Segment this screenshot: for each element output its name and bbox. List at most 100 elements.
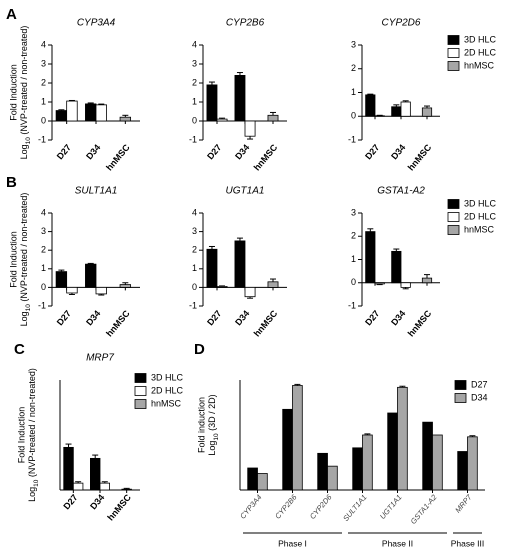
y-tick-label: 2 <box>192 245 197 255</box>
y-tick-label: -1 <box>348 300 356 310</box>
legend-swatch <box>447 225 460 235</box>
y-axis-label: Fold Induction <box>8 231 18 288</box>
x-tick-label: SULT1A1 <box>341 493 368 523</box>
bar <box>352 447 363 491</box>
bar <box>206 248 218 288</box>
legend-label: 2D HLC <box>464 47 497 57</box>
error-bar <box>270 278 276 282</box>
chart-title: CYP2D6 <box>382 18 421 29</box>
chart-title: GSTA1-A2 <box>377 186 425 197</box>
error-bar <box>122 114 129 118</box>
bar <box>247 467 258 491</box>
x-tick-label: D34 <box>233 308 251 327</box>
x-tick-label: GSTA1-A2 <box>409 492 439 526</box>
bar <box>457 451 468 491</box>
y-axis-label: Log10 (NVP-treated / non-treated) <box>19 26 32 160</box>
x-tick-label: D34 <box>389 308 407 327</box>
bar <box>467 436 478 491</box>
error-bar <box>92 454 99 459</box>
chart-title: SULT1A1 <box>75 186 118 197</box>
y-axis-label: Fold Induction <box>16 407 26 464</box>
error-bar <box>208 245 215 250</box>
bar <box>216 118 228 122</box>
bar <box>234 75 246 122</box>
y-axis-label-part: Log <box>19 311 29 326</box>
chart-title: MRP7 <box>86 353 114 364</box>
error-bar <box>469 435 476 437</box>
bar <box>422 421 433 491</box>
error-bar <box>68 99 75 102</box>
bar <box>397 386 408 491</box>
legend-swatch <box>447 35 460 45</box>
error-bar <box>87 262 94 265</box>
x-tick-label: hnMSC <box>406 142 434 173</box>
legend-label: 3D HLC <box>464 34 497 44</box>
bar <box>400 282 411 288</box>
bar <box>121 488 132 491</box>
bar <box>365 94 376 117</box>
y-axis-label-part: 10 <box>33 479 40 487</box>
panel-label: B <box>6 174 17 191</box>
error-bar <box>393 104 400 107</box>
legend-label: 2D HLC <box>464 211 497 221</box>
y-tick-label: -1 <box>38 134 46 144</box>
bar <box>374 282 385 285</box>
x-tick-label: UGT1A1 <box>378 493 404 521</box>
y-tick-label: 3 <box>351 39 356 49</box>
bar <box>387 412 398 491</box>
error-bar <box>208 81 215 85</box>
x-tick-label: D34 <box>88 492 106 511</box>
y-axis-label: Fold induction <box>196 397 206 453</box>
y-axis-label: Log10 (NVP-treated / non-treated) <box>27 368 40 502</box>
x-tick-label: D27 <box>363 308 381 327</box>
error-bar <box>367 93 374 95</box>
bar <box>432 434 443 491</box>
bar <box>234 240 246 288</box>
error-bar <box>101 481 108 484</box>
y-axis-label-part: Log <box>19 144 29 159</box>
legend-swatch <box>454 380 467 390</box>
legend-label: 2D HLC <box>151 385 184 395</box>
group-label: Phase III <box>451 538 485 548</box>
bar <box>421 277 433 284</box>
error-bar <box>58 269 65 272</box>
bar <box>95 104 107 122</box>
y-tick-label: 0 <box>192 282 197 292</box>
y-axis-label-part: 10 <box>25 304 32 312</box>
error-bar <box>424 274 430 279</box>
error-bar <box>122 282 129 285</box>
bar <box>244 120 256 137</box>
bar <box>72 482 84 491</box>
x-tick-label: D27 <box>55 142 73 161</box>
bar <box>327 465 338 491</box>
bar <box>391 106 402 117</box>
y-axis-label-part: Log <box>207 441 217 456</box>
x-tick-label: CYP3A4 <box>238 493 263 521</box>
group-label: Phase I <box>278 538 307 548</box>
y-tick-label: 1 <box>192 96 197 106</box>
y-tick-label: 3 <box>41 226 46 236</box>
x-tick-label: hnMSC <box>252 142 280 173</box>
y-axis-label: Fold Induction <box>8 64 18 121</box>
y-tick-label: -1 <box>348 134 356 144</box>
bar <box>90 457 101 491</box>
error-bar <box>68 292 75 295</box>
y-axis-label-part: (3D / 2D) <box>207 394 217 433</box>
error-bar <box>294 383 301 386</box>
bar <box>421 107 433 117</box>
y-axis-label-part: (NVP-treated / non-treated) <box>19 193 29 305</box>
error-bar <box>123 487 130 490</box>
y-tick-label: 3 <box>351 207 356 217</box>
y-axis-label-part: (NVP-treated / non-treated) <box>27 368 37 480</box>
legend-label: hnMSC <box>464 60 495 70</box>
panel-label: A <box>6 6 17 23</box>
legend-swatch <box>447 212 460 222</box>
y-tick-label: 1 <box>192 263 197 273</box>
error-bar <box>376 283 383 286</box>
y-tick-label: 2 <box>351 231 356 241</box>
bar <box>55 271 68 288</box>
y-tick-label: 3 <box>192 226 197 236</box>
bar <box>391 250 402 284</box>
y-tick-label: 0 <box>351 111 356 121</box>
bar <box>85 263 97 288</box>
